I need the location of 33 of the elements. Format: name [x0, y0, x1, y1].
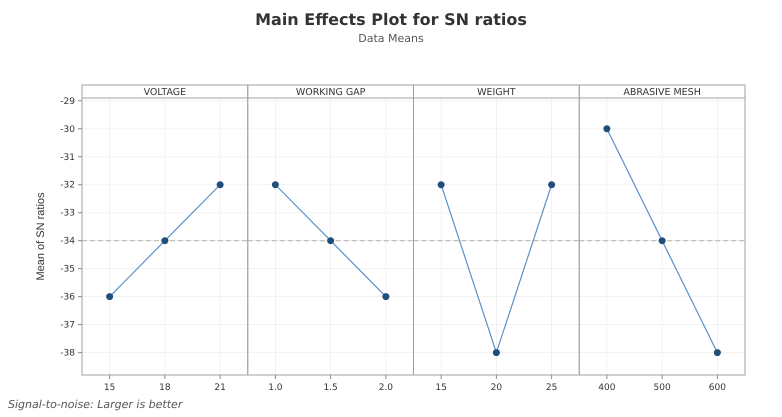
x-tick-label: 20	[490, 383, 502, 393]
x-tick-label: 1.0	[268, 383, 283, 393]
y-tick-label: -32	[60, 180, 75, 191]
x-tick-label: 18	[159, 383, 171, 393]
y-tick-label: -34	[60, 236, 76, 247]
y-tick-label: -31	[60, 152, 75, 163]
text: Data Means	[358, 32, 424, 45]
y-axis-title: Mean of SN ratios	[35, 192, 47, 281]
y-tick-label: -38	[60, 348, 76, 359]
chart-title: VOLTAGE	[144, 87, 186, 98]
text: Main Effects Plot for SN ratios	[255, 10, 527, 29]
chart-title: WEIGHT	[477, 87, 516, 98]
x-tick-label: 600	[708, 383, 726, 393]
chart-title: WORKING GAP	[296, 87, 366, 98]
x-tick-label: 15	[104, 383, 116, 393]
x-tick-label: 21	[214, 383, 226, 393]
y-tick-label: -35	[60, 264, 75, 275]
point	[216, 181, 224, 188]
chart-title: ABRASIVE MESH	[623, 87, 701, 98]
y-tick-label: -30	[60, 124, 76, 135]
point	[161, 237, 168, 244]
y-tick-label: -29	[60, 96, 76, 107]
x-tick-label: 1.5	[323, 383, 338, 393]
x-tick-label: 2.0	[378, 383, 394, 393]
y-tick-label: -36	[60, 292, 76, 303]
x-tick-label: 15	[435, 383, 447, 393]
y-tick-label: -33	[60, 208, 75, 219]
text: Signal-to-noise: Larger is better	[8, 398, 184, 411]
y-tick-label: -37	[60, 320, 75, 331]
x-tick-label: 500	[654, 383, 671, 393]
x-tick-label: 400	[598, 383, 616, 393]
x-tick-label: 25	[546, 383, 558, 393]
point	[106, 293, 114, 300]
